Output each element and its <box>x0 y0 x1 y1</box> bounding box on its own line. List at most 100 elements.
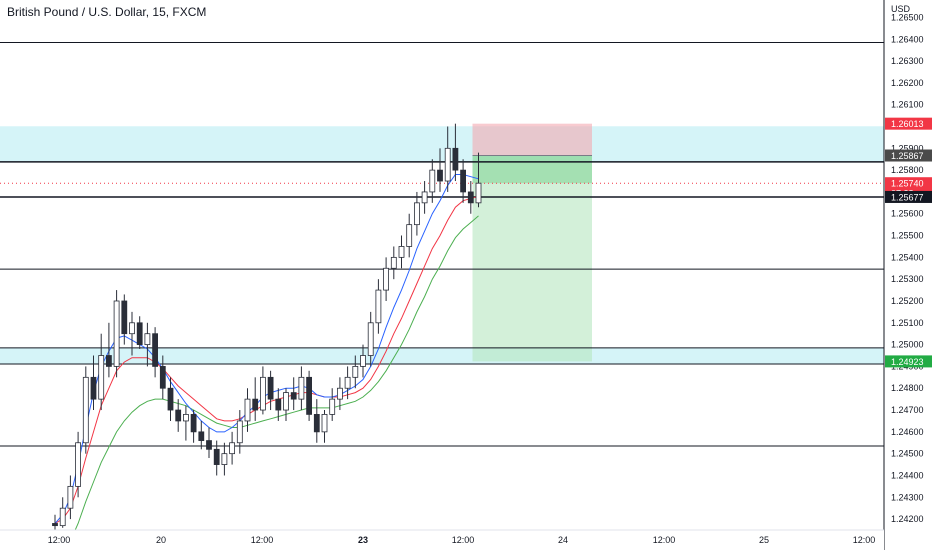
level-price-label: 1.25677 <box>891 192 924 202</box>
candle-49[interactable] <box>421 181 428 214</box>
candle-37[interactable] <box>329 388 336 421</box>
candle-54[interactable] <box>460 159 467 203</box>
candle-33[interactable] <box>298 366 305 411</box>
candle-41[interactable] <box>360 344 366 378</box>
candle-body <box>167 387 174 411</box>
candle-47[interactable] <box>406 213 413 258</box>
candle-38[interactable] <box>336 377 343 411</box>
candle-29[interactable] <box>267 370 274 411</box>
candle-18[interactable] <box>182 405 189 441</box>
candle-34[interactable] <box>306 370 313 421</box>
candle-body <box>198 431 205 441</box>
candle-15[interactable] <box>159 355 166 400</box>
price-axis-bg <box>884 0 932 550</box>
candle-body <box>375 289 382 324</box>
stop-price-label: 1.26013 <box>891 119 924 129</box>
candle-26[interactable] <box>244 388 251 432</box>
candle-2[interactable] <box>59 497 66 528</box>
candle-31[interactable] <box>283 388 289 421</box>
candle-6[interactable] <box>90 355 97 411</box>
candle-56[interactable] <box>475 152 482 208</box>
y-tick-label: 1.25800 <box>891 165 924 175</box>
candle-42[interactable] <box>367 311 374 367</box>
candle-55[interactable] <box>467 181 474 214</box>
zone-1[interactable] <box>0 126 884 162</box>
candle-53[interactable] <box>452 123 459 182</box>
candle-36[interactable] <box>321 410 328 443</box>
candle-7[interactable] <box>98 333 105 411</box>
candle-22[interactable] <box>213 440 220 476</box>
candle-35[interactable] <box>313 399 320 443</box>
candle-45[interactable] <box>390 246 397 280</box>
candle-10[interactable] <box>121 294 128 345</box>
candle-48[interactable] <box>413 191 420 236</box>
zone-2[interactable] <box>0 347 884 365</box>
x-tick-label: 12:00 <box>653 535 676 545</box>
y-tick-label: 1.26500 <box>891 12 924 22</box>
y-tick-label: 1.24800 <box>891 383 924 393</box>
candle-body <box>383 267 390 291</box>
candle-body <box>344 376 351 389</box>
candle-51[interactable] <box>437 148 443 192</box>
candle-body <box>236 420 243 444</box>
stop-loss-area[interactable] <box>472 123 593 156</box>
candle-5[interactable] <box>82 366 89 454</box>
candle-body <box>59 507 66 527</box>
candle-body <box>437 169 443 182</box>
candle-14[interactable] <box>152 327 159 378</box>
y-tick-label: 1.24200 <box>891 514 924 524</box>
take-profit-area[interactable] <box>472 155 593 362</box>
target-price-label: 1.24923 <box>891 357 924 367</box>
candle-25[interactable] <box>236 410 243 454</box>
candle-9[interactable] <box>113 290 120 378</box>
candle-17[interactable] <box>175 399 182 432</box>
candle-39[interactable] <box>344 366 351 400</box>
candle-44[interactable] <box>383 257 390 301</box>
candle-28[interactable] <box>259 366 266 415</box>
candle-12[interactable] <box>136 316 143 349</box>
candle-body <box>313 414 320 433</box>
open-pnl-area <box>472 155 592 184</box>
candle-43[interactable] <box>375 279 382 334</box>
candle-4[interactable] <box>75 431 81 498</box>
candle-23[interactable] <box>221 442 228 476</box>
candle-body <box>106 355 112 367</box>
candle-30[interactable] <box>275 388 282 421</box>
candle-3[interactable] <box>67 475 74 520</box>
y-tick-label: 1.25900 <box>891 143 924 153</box>
x-tick-label: 12:00 <box>452 535 475 545</box>
candle-19[interactable] <box>190 410 197 443</box>
candle-body <box>398 246 405 258</box>
candle-body <box>82 376 89 444</box>
y-tick-label: 1.24700 <box>891 405 924 415</box>
ema-slow-line <box>59 215 479 555</box>
candle-20[interactable] <box>198 420 205 450</box>
candle-32[interactable] <box>290 377 297 411</box>
candle-body <box>121 300 128 335</box>
candle-46[interactable] <box>398 235 405 269</box>
candle-body <box>182 414 189 422</box>
x-tick-label: 23 <box>358 535 368 545</box>
candle-52[interactable] <box>444 126 451 192</box>
candle-16[interactable] <box>167 377 174 421</box>
candle-body <box>329 398 336 415</box>
candle-50[interactable] <box>429 159 436 203</box>
candle-27[interactable] <box>252 377 259 421</box>
candle-24[interactable] <box>229 431 236 465</box>
x-tick-label: 20 <box>156 535 166 545</box>
candle-8[interactable] <box>106 322 112 378</box>
candle-body <box>206 440 212 450</box>
candle-13[interactable] <box>144 322 151 367</box>
candle-body <box>252 398 259 411</box>
candle-40[interactable] <box>352 355 359 389</box>
short-position-tool <box>472 123 593 362</box>
y-tick-label: 1.25600 <box>891 209 924 219</box>
candle-1[interactable] <box>52 514 58 530</box>
candle-21[interactable] <box>206 427 212 459</box>
level-price-label-bg <box>885 190 932 203</box>
x-tick-label: 12:00 <box>48 535 71 545</box>
candle-11[interactable] <box>129 311 135 356</box>
